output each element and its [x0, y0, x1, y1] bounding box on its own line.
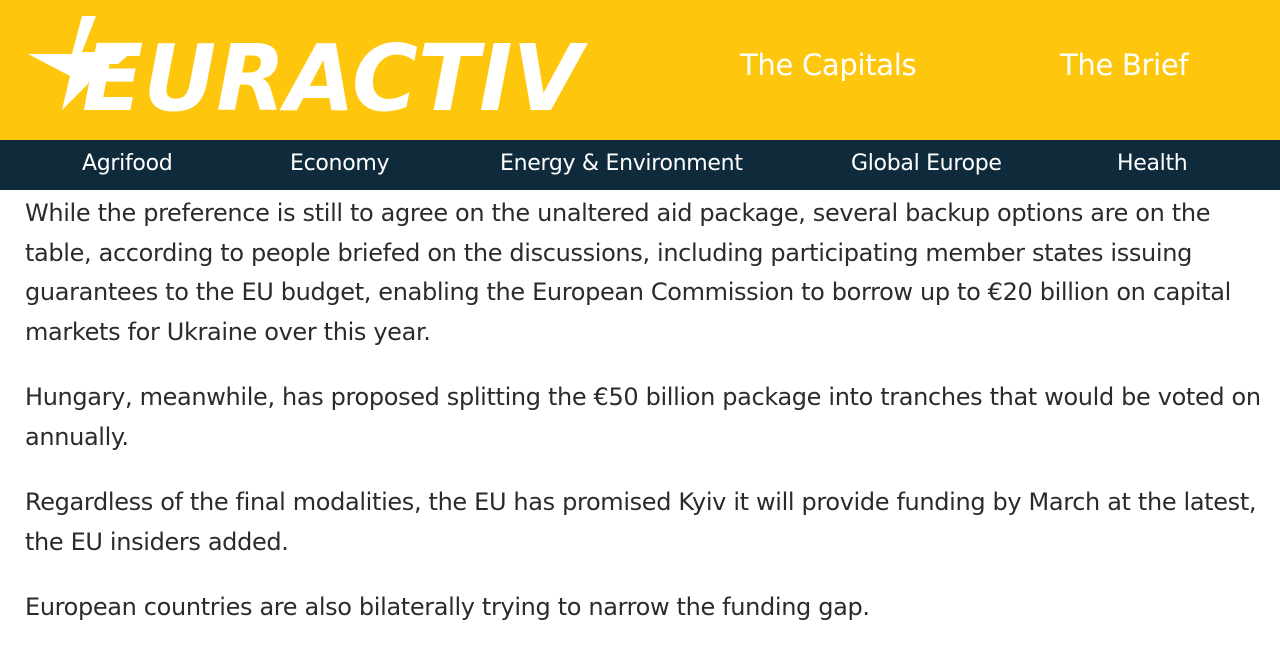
nav-agrifood[interactable]: Agrifood	[82, 151, 173, 176]
article-paragraph: Regardless of the final modalities, the …	[25, 488, 1257, 556]
nav-global-europe[interactable]: Global Europe	[851, 151, 1002, 176]
nav-health[interactable]: Health	[1117, 151, 1188, 176]
svg-text:EURACTIV: EURACTIV	[82, 25, 589, 122]
article-body: While the preference is still to agree o…	[0, 190, 1280, 628]
site-header: EURACTIV The Capitals The Brief	[0, 0, 1280, 140]
article-paragraph: Hungary, meanwhile, has proposed splitti…	[25, 383, 1261, 451]
nav-economy[interactable]: Economy	[290, 151, 390, 176]
article-paragraph: European countries are also bilaterally …	[25, 593, 870, 621]
the-brief-link[interactable]: The Brief	[1060, 48, 1189, 82]
euractiv-logo[interactable]: EURACTIV	[22, 12, 592, 132]
nav-energy-environment[interactable]: Energy & Environment	[500, 151, 743, 176]
section-nav: Agrifood Economy Energy & Environment Gl…	[0, 140, 1280, 190]
the-capitals-link[interactable]: The Capitals	[740, 48, 917, 82]
logo-star-icon: EURACTIV	[28, 16, 589, 132]
article-paragraph: While the preference is still to agree o…	[25, 199, 1231, 346]
